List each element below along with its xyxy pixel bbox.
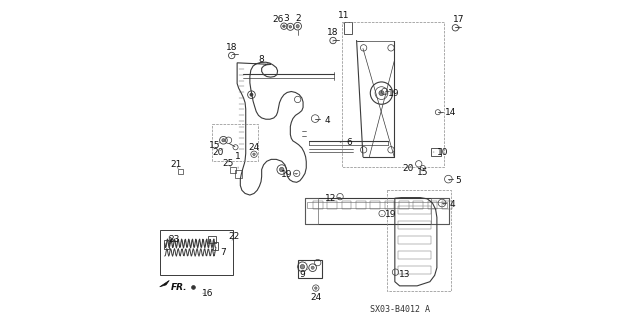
Bar (305, 198, 318, 224)
Bar (398, 220, 431, 228)
Circle shape (250, 93, 253, 96)
Bar (235, 170, 242, 178)
Circle shape (289, 26, 291, 28)
Bar (399, 201, 409, 209)
Text: 24: 24 (310, 290, 321, 302)
Text: 24: 24 (248, 143, 260, 156)
Circle shape (222, 139, 225, 142)
Text: 5: 5 (449, 176, 461, 185)
Circle shape (253, 153, 255, 156)
Circle shape (314, 287, 317, 289)
Bar (306, 202, 447, 208)
Bar (160, 230, 233, 275)
Bar (442, 201, 452, 209)
Text: 6: 6 (340, 138, 353, 147)
Text: 15: 15 (210, 141, 221, 150)
Bar (398, 266, 431, 274)
Bar (431, 198, 449, 224)
Text: 19: 19 (384, 89, 400, 98)
Text: 16: 16 (202, 289, 213, 298)
Text: 20: 20 (402, 164, 413, 173)
Text: 4: 4 (318, 116, 330, 125)
Bar (230, 167, 235, 173)
Circle shape (283, 25, 285, 28)
Text: 9: 9 (299, 268, 309, 279)
Text: SX03-B4012 A: SX03-B4012 A (370, 305, 430, 314)
Text: 19: 19 (381, 210, 397, 219)
Bar (370, 201, 380, 209)
Text: 7: 7 (214, 248, 227, 257)
Bar (212, 124, 258, 161)
Circle shape (192, 285, 195, 289)
Circle shape (300, 265, 305, 269)
Text: 3: 3 (283, 14, 290, 28)
Text: 25: 25 (223, 159, 234, 168)
Bar (384, 201, 394, 209)
Text: 8: 8 (259, 55, 270, 64)
Bar (341, 201, 351, 209)
Bar (298, 260, 321, 278)
Bar (398, 206, 431, 214)
Text: 11: 11 (338, 12, 349, 24)
Polygon shape (160, 280, 169, 287)
Circle shape (296, 25, 300, 28)
Text: 4: 4 (443, 200, 456, 209)
Bar (305, 198, 449, 224)
Bar (343, 22, 444, 167)
Text: FR.: FR. (171, 283, 188, 292)
Bar (163, 240, 169, 249)
Polygon shape (169, 236, 173, 244)
Text: 26: 26 (273, 15, 285, 27)
Bar (387, 190, 451, 291)
Text: 14: 14 (441, 108, 456, 117)
Bar (398, 251, 431, 259)
Bar (413, 201, 423, 209)
Text: 15: 15 (417, 168, 429, 177)
Circle shape (311, 266, 314, 269)
Text: 22: 22 (228, 232, 240, 241)
Text: 18: 18 (327, 28, 339, 42)
Text: 13: 13 (396, 269, 410, 279)
Text: 23: 23 (168, 235, 180, 244)
Text: 20: 20 (212, 148, 223, 156)
Text: 10: 10 (433, 148, 449, 156)
Text: 2: 2 (295, 14, 301, 29)
Text: 1: 1 (235, 152, 241, 168)
Bar (213, 242, 218, 250)
Text: 19: 19 (281, 170, 296, 179)
Bar (431, 148, 441, 156)
Bar (178, 169, 183, 174)
Text: 12: 12 (324, 194, 340, 203)
Text: 21: 21 (170, 160, 182, 169)
Bar (313, 201, 323, 209)
Circle shape (280, 167, 284, 172)
Bar (356, 201, 366, 209)
Text: 17: 17 (454, 15, 465, 29)
Bar (208, 236, 217, 244)
Bar (398, 236, 431, 244)
Text: 18: 18 (226, 43, 238, 56)
Bar (344, 22, 352, 34)
Bar (427, 201, 437, 209)
Circle shape (379, 91, 384, 96)
Bar (328, 201, 337, 209)
